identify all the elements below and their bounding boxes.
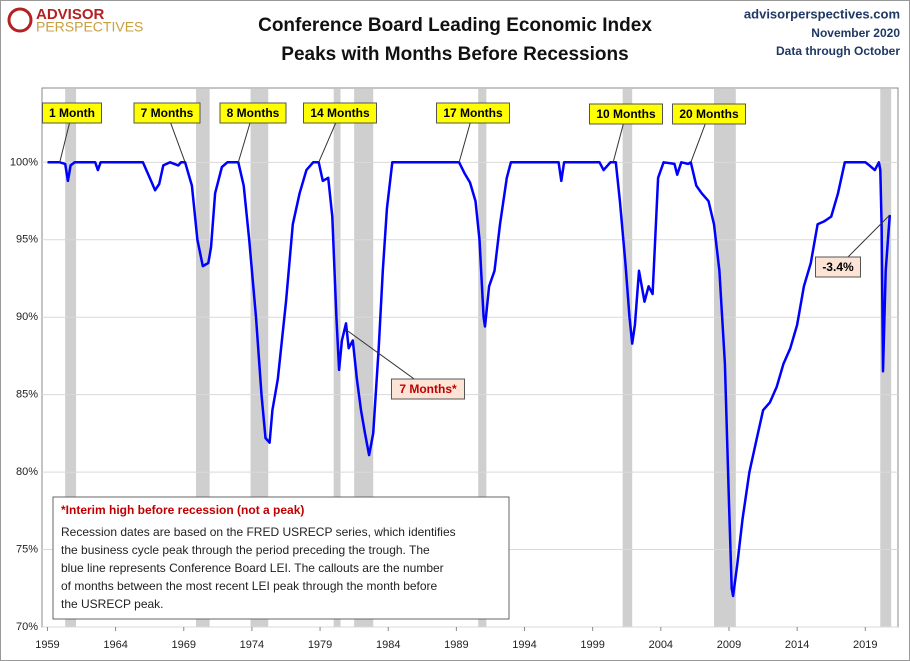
callout-label: 7 Months* xyxy=(399,382,457,396)
callout-box xyxy=(589,103,663,125)
y-tick-label: 90% xyxy=(16,311,38,323)
callout-box xyxy=(815,256,861,278)
recession-band xyxy=(65,89,77,627)
chart-title: Conference Board Leading Economic Index xyxy=(258,15,652,36)
x-tick-label: 2009 xyxy=(717,639,741,651)
callout-box xyxy=(303,102,377,124)
callout-label: 10 Months xyxy=(596,107,656,121)
callout-box xyxy=(672,103,746,125)
x-tick-label: 1989 xyxy=(444,639,468,651)
callout-label: 1 Month xyxy=(49,106,95,120)
x-tick-label: 1984 xyxy=(376,639,400,651)
x-tick-label: 1964 xyxy=(103,639,127,651)
note-line: blue line represents Conference Board LE… xyxy=(61,561,444,575)
callout-box xyxy=(436,102,510,124)
y-tick-label: 70% xyxy=(16,621,38,633)
recession-band xyxy=(333,89,341,627)
y-tick-label: 75% xyxy=(16,543,38,555)
note-line: of months between the most recent LEI pe… xyxy=(61,579,438,593)
x-tick-label: 2014 xyxy=(785,639,809,651)
y-tick-label: 95% xyxy=(16,234,38,246)
note-box xyxy=(52,496,510,620)
chart-subtitle: Peaks with Months Before Recessions xyxy=(281,44,628,65)
note-line: Recession dates are based on the FRED US… xyxy=(61,525,456,539)
x-tick-label: 1999 xyxy=(580,639,604,651)
y-tick-label: 100% xyxy=(10,156,38,168)
x-tick-label: 1979 xyxy=(308,639,332,651)
logo-icon xyxy=(7,7,33,33)
x-tick-label: 1969 xyxy=(172,639,196,651)
callout-label: 20 Months xyxy=(679,107,739,121)
y-tick-label: 85% xyxy=(16,389,38,401)
callout-label: 14 Months xyxy=(310,106,370,120)
recession-band xyxy=(354,89,374,627)
x-tick-label: 2019 xyxy=(853,639,877,651)
logo-bottom: PERSPECTIVES xyxy=(36,19,143,35)
note-line: the business cycle peak through the peri… xyxy=(61,543,430,557)
x-tick-label: 1959 xyxy=(35,639,59,651)
note-line: the USRECP peak. xyxy=(61,597,164,611)
callout-box xyxy=(133,102,201,124)
callout-box xyxy=(391,378,465,400)
callout-box xyxy=(219,102,287,124)
x-tick-label: 2004 xyxy=(649,639,673,651)
x-tick-label: 1994 xyxy=(512,639,536,651)
date: November 2020 xyxy=(811,26,900,40)
callout-label: 8 Months xyxy=(227,106,280,120)
x-tick-label: 1974 xyxy=(240,639,264,651)
recession-band xyxy=(196,89,210,627)
callout-label: 7 Months xyxy=(141,106,194,120)
callout-label: 17 Months xyxy=(443,106,503,120)
recession-band xyxy=(622,89,633,627)
source: advisorperspectives.com xyxy=(744,6,900,21)
recession-band xyxy=(478,89,487,627)
data-through: Data through October xyxy=(776,44,900,58)
note-title: *Interim high before recession (not a pe… xyxy=(61,503,304,517)
series-line xyxy=(47,161,892,598)
callout-label: -3.4% xyxy=(822,260,854,274)
logo-top: ADVISOR xyxy=(36,6,105,23)
y-tick-label: 80% xyxy=(16,466,38,478)
recession-band xyxy=(880,89,892,627)
callout-box xyxy=(42,102,102,124)
